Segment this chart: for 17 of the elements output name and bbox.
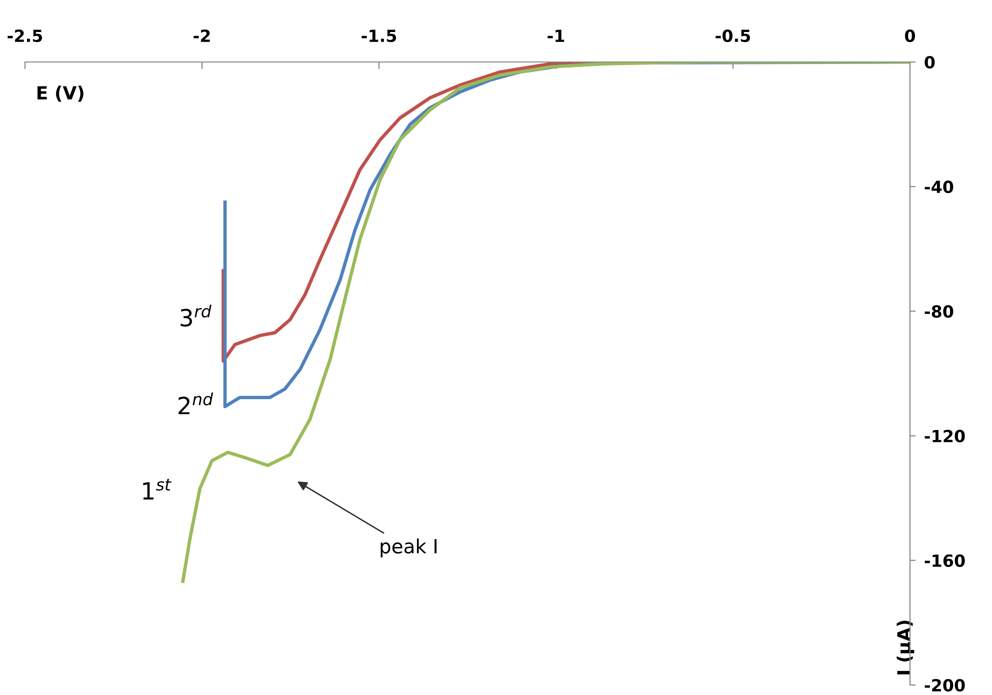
x-tick-label: 0: [905, 29, 915, 42]
y-tick-label: 0: [924, 56, 935, 69]
series-label: 3$^{rd}$: [180, 304, 212, 327]
x-axis-title: E (V): [38, 86, 84, 102]
x-tick-label: -2: [194, 29, 210, 42]
x-tick-label: -1.5: [362, 30, 396, 42]
y-tick-label: -40: [924, 180, 954, 194]
y-tick-label: -160: [924, 554, 965, 567]
y-tick-label: -80: [924, 305, 954, 318]
y-tick-label: -200: [924, 678, 965, 692]
x-tick-label: -2.5: [8, 29, 42, 42]
x-tick-label: -1: [548, 30, 564, 42]
annotation: peak I: [380, 538, 436, 558]
series-label: 1$^{st}$: [143, 478, 172, 500]
x-tick-label: -0.5: [716, 29, 750, 42]
y-tick-label: -120: [924, 430, 965, 442]
series-label: 2$^{nd}$: [178, 392, 214, 414]
